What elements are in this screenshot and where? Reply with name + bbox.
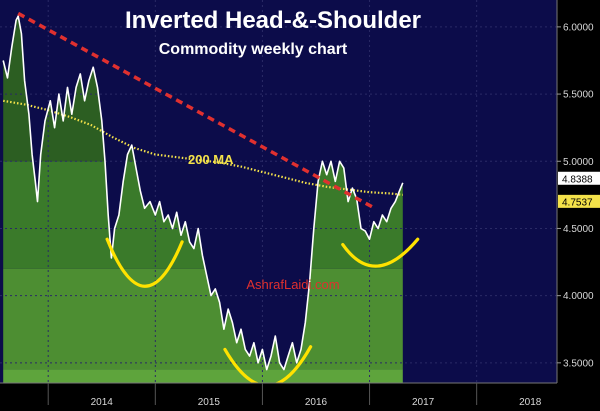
x-tick-label: 2017 (412, 397, 435, 408)
y-tick-label: 5.0000 (563, 157, 594, 168)
grid (0, 0, 557, 383)
trendline (17, 11, 376, 210)
y-axis: 3.5000 4.0000 4.5000 5.0000 5.5000 6.0000 4.83… (556, 0, 600, 411)
ma-last-value-tag-box (558, 194, 600, 208)
area-band (3, 268, 403, 370)
x-tick-label: 2018 (519, 397, 542, 408)
ma-200-line (3, 99, 403, 196)
price-line (2, 15, 404, 371)
watermark: AshrafLaidi.com (246, 277, 339, 292)
x-axis-background (0, 383, 600, 411)
y-tick-label: 3.5000 (563, 358, 594, 369)
x-axis: 2014 2015 2016 2017 2018 (0, 382, 600, 411)
x-tick-label: 2015 (198, 397, 221, 408)
x-tick-label: 2014 (91, 397, 114, 408)
chart-title: Inverted Head-&-Shoulder (125, 7, 421, 34)
series-lines (2, 15, 404, 371)
price-last-value-tag-box (558, 171, 600, 185)
ma-label: 200 MA (188, 152, 234, 167)
y-tick-label: 5.5000 (563, 90, 594, 101)
area-band (3, 369, 403, 383)
price-last-value-tag: 4.8388 (562, 174, 593, 185)
ma-last-value-tag: 4.7537 (562, 197, 593, 208)
y-tick-label: 6.0000 (563, 22, 594, 33)
y-tick-label: 4.5000 (563, 224, 594, 235)
right-shoulder-arc (341, 237, 420, 268)
left-shoulder-arc (105, 237, 184, 288)
x-tick-label: 2016 (305, 397, 328, 408)
y-tick-label: 4.0000 (563, 291, 594, 302)
chart-subtitle: Commodity weekly chart (159, 41, 348, 58)
